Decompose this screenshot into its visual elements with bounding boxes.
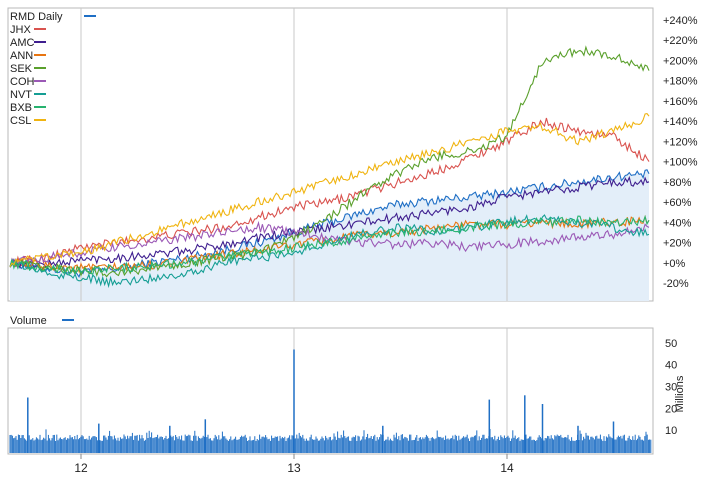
series-line-csl bbox=[9, 112, 650, 267]
x-tick-label: 12 bbox=[74, 461, 88, 475]
legend-label-jhx: JHX bbox=[10, 24, 31, 36]
volume-ytick-label: 40 bbox=[665, 360, 677, 372]
volume-ytick-label: 10 bbox=[665, 425, 677, 437]
x-tick-label: 14 bbox=[500, 461, 514, 475]
price-y-axis: +240% +220% +200% +180% +160% +140% +120% +100%… bbox=[663, 15, 698, 290]
price-series-lines bbox=[9, 45, 650, 289]
series-line-sek bbox=[9, 45, 650, 278]
legend-label-coh: COH bbox=[10, 76, 35, 88]
volume-panel: Volume 50 40 30 20 10 Millions bbox=[7, 315, 686, 455]
legend-label-rmd: RMD Daily bbox=[10, 11, 63, 23]
series-line-rmd bbox=[9, 169, 650, 279]
price-ytick-label: +20% bbox=[663, 238, 692, 250]
x-axis: 12 13 14 bbox=[74, 454, 514, 475]
legend-label-csl: CSL bbox=[10, 115, 31, 127]
price-ytick-label: +140% bbox=[663, 116, 698, 128]
price-ytick-label: +240% bbox=[663, 15, 698, 27]
volume-ytick-label: 20 bbox=[665, 403, 677, 415]
price-ytick-label: +40% bbox=[663, 217, 692, 229]
legend-label-nvt: NVT bbox=[10, 89, 32, 101]
legend-label-bxb: BXB bbox=[10, 102, 32, 114]
price-ytick-label: +160% bbox=[663, 96, 698, 108]
price-ytick-label: +80% bbox=[663, 177, 692, 189]
price-ytick-label: +200% bbox=[663, 55, 698, 67]
series-line-bxb bbox=[9, 214, 650, 276]
legend-label-amc: AMC bbox=[10, 37, 35, 49]
price-ytick-label: +0% bbox=[663, 258, 686, 270]
price-ytick-label: +60% bbox=[663, 197, 692, 209]
price-ytick-label: +120% bbox=[663, 136, 698, 148]
volume-bars bbox=[9, 349, 652, 453]
volume-title: Volume bbox=[10, 315, 47, 327]
legend-label-ann: ANN bbox=[10, 50, 33, 62]
volume-ytick-label: 30 bbox=[665, 382, 677, 394]
volume-ytick-label: 50 bbox=[665, 338, 677, 350]
price-ytick-label: +100% bbox=[663, 157, 698, 169]
volume-y-axis: 50 40 30 20 10 bbox=[665, 338, 677, 437]
legend-label-sek: SEK bbox=[10, 63, 33, 75]
price-ytick-label: -20% bbox=[663, 278, 689, 290]
x-tick-label: 13 bbox=[287, 461, 301, 475]
price-panel: +240% +220% +200% +180% +160% +140% +120% +100%… bbox=[7, 7, 698, 302]
volume-plot-area bbox=[7, 327, 654, 455]
volume-ylabel: Millions bbox=[674, 375, 686, 412]
series-line-amc bbox=[9, 175, 650, 270]
price-ytick-label: +180% bbox=[663, 76, 698, 88]
price-ytick-label: +220% bbox=[663, 35, 698, 47]
series-line-nvt bbox=[9, 214, 650, 289]
